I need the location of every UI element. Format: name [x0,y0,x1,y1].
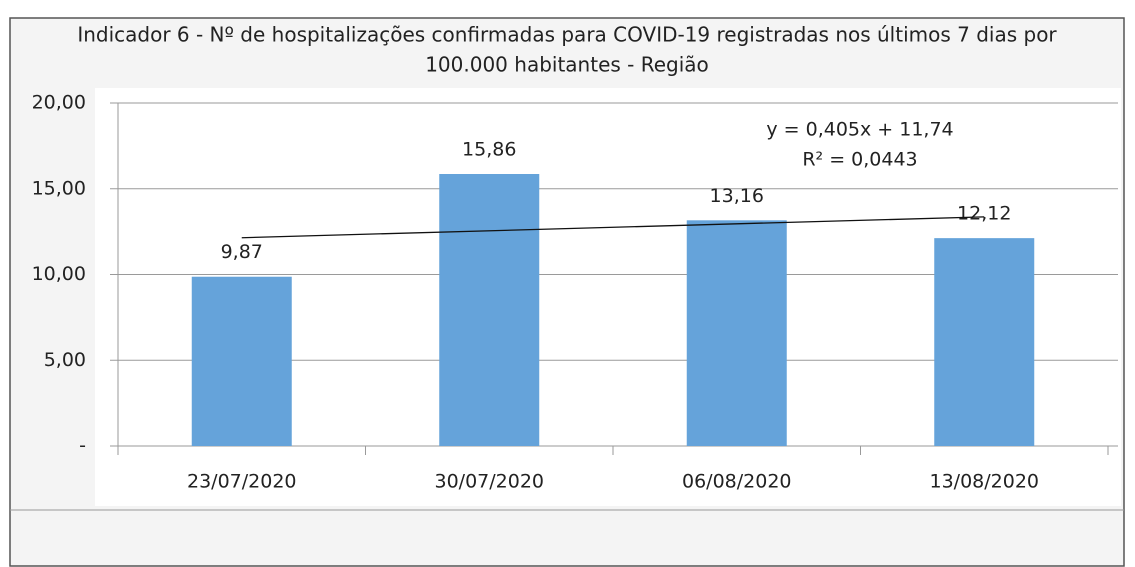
x-tick-label: 23/07/2020 [187,471,297,493]
chart-title: Indicador 6 - Nº de hospitalizações conf… [77,23,1057,47]
x-tick-label: 06/08/2020 [682,471,792,493]
data-label: 12,12 [957,203,1011,225]
y-tick-label: 15,00 [32,177,86,199]
x-tick-label: 13/08/2020 [929,471,1039,493]
bar [934,238,1035,446]
chart-title: 100.000 habitantes - Região [425,53,709,77]
bar [439,174,540,446]
trendline-equation: y = 0,405x + 11,74 [766,119,953,141]
x-tick-label: 30/07/2020 [434,471,544,493]
y-tick-label: 20,00 [32,92,86,114]
y-tick-label: 10,00 [32,263,86,285]
trendline-r2: R² = 0,0443 [802,149,917,171]
data-label: 9,87 [221,241,263,263]
data-label: 13,16 [710,185,764,207]
bar [191,276,292,446]
data-label: 15,86 [462,139,516,161]
y-tick-label: 5,00 [44,349,86,371]
trendline [241,216,985,239]
bar [686,220,787,446]
y-tick-label: - [79,435,86,457]
